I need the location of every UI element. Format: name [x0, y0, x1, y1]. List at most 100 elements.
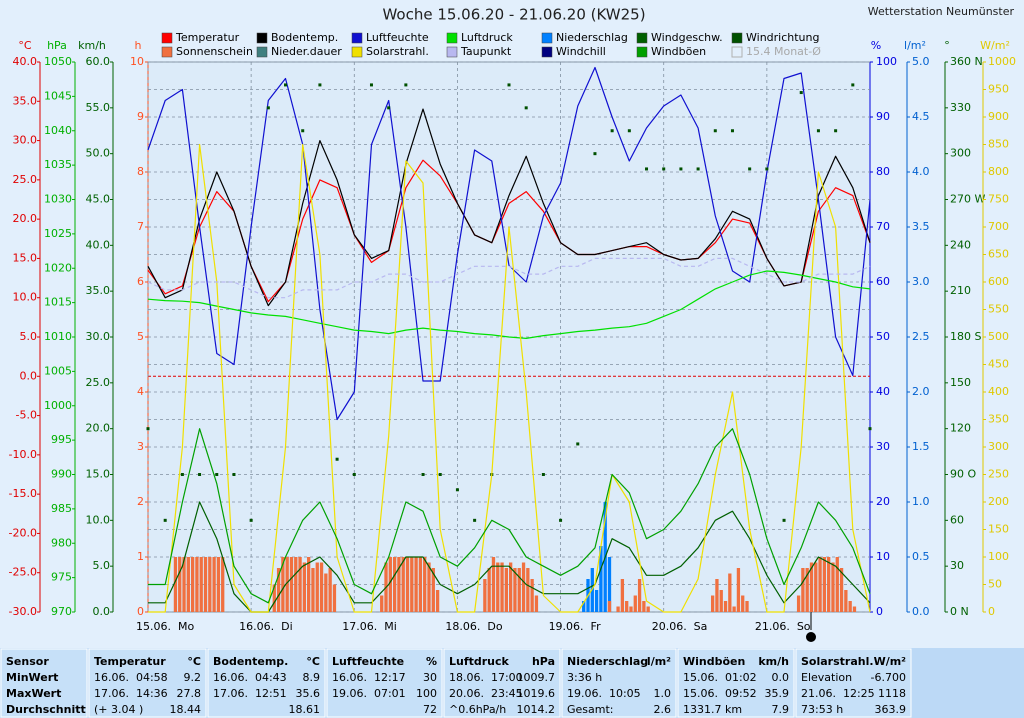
bar: [839, 568, 844, 612]
y-tick-label: 50: [988, 578, 1002, 591]
y-tick-label: 4.5: [912, 110, 930, 123]
bar: [814, 562, 818, 612]
bar: [199, 557, 203, 612]
dot: [215, 473, 219, 476]
bar: [715, 579, 719, 612]
table-label: 18.06. 17:00: [449, 671, 523, 684]
table-value: 363.9: [875, 703, 907, 716]
x-tick-label: 18.06. Do: [445, 620, 502, 633]
dot: [593, 152, 597, 156]
bar: [332, 584, 337, 612]
y-tick-label: 30: [876, 440, 890, 453]
chart-title: Woche 15.06.20 - 21.06.20 (KW25): [382, 6, 645, 24]
bar: [818, 557, 822, 612]
dot: [610, 129, 614, 133]
table-unit: %: [426, 655, 437, 668]
y-tick-label: 70: [876, 220, 890, 233]
y-tick-label: 45.0: [86, 193, 111, 206]
y-tick-label: 1030: [44, 193, 72, 206]
table-unit: °C: [187, 655, 201, 668]
bar: [745, 601, 749, 612]
table-label: ^0.6hPa/h: [449, 703, 506, 716]
bar: [741, 595, 745, 612]
bar: [620, 579, 625, 612]
legend-label: 15.4 Monat-Ø: [746, 45, 821, 58]
y-tick-label: 1000: [44, 399, 72, 412]
bar: [182, 557, 186, 612]
y-tick-label: 300: [988, 440, 1009, 453]
table-cell: [443, 648, 561, 718]
axis-unit: %: [871, 39, 881, 52]
y-tick-label: -15.0: [9, 487, 37, 500]
table-header: Solarstrahl.: [801, 655, 874, 668]
bar: [534, 595, 539, 612]
y-tick-label: 50: [876, 330, 890, 343]
y-tick-label: 0.0: [93, 605, 111, 618]
legend-label: Windböen: [651, 45, 706, 58]
bar: [281, 557, 285, 612]
table-label: 19.06. 10:05: [567, 687, 641, 700]
axis-unit: l/m²: [904, 39, 926, 52]
table-label: 16.06. 12:17: [332, 671, 406, 684]
y-tick-label: 990: [51, 468, 72, 481]
legend-label: Sonnenschein: [176, 45, 253, 58]
dot: [507, 83, 511, 87]
bar: [637, 579, 642, 612]
y-tick-label: -25.0: [9, 566, 37, 579]
table-value: 9.2: [184, 671, 202, 684]
bar: [405, 557, 410, 612]
dot: [713, 129, 717, 133]
table-header: Luftdruck: [449, 655, 510, 668]
bar: [276, 568, 281, 612]
table-value: 27.8: [177, 687, 202, 700]
y-tick-label: 1005: [44, 364, 72, 377]
line: [147, 257, 871, 299]
sun-icon: [806, 632, 816, 642]
table-value: 1019.6: [517, 687, 556, 700]
dot: [816, 129, 820, 133]
y-tick-label: 3.5: [912, 220, 930, 233]
y-tick-label: 80: [876, 165, 890, 178]
bar: [388, 557, 392, 612]
station-name: Wetterstation Neumünster: [868, 5, 1015, 18]
y-tick-label: 270 W: [950, 193, 985, 206]
y-tick-label: 20: [876, 495, 890, 508]
bar: [307, 557, 311, 612]
y-tick-label: 6: [137, 275, 144, 288]
y-tick-label: 20.0: [86, 422, 111, 435]
bar: [642, 601, 646, 612]
table-label: 3:36 h: [567, 671, 602, 684]
table-value: 35.9: [765, 687, 790, 700]
y-tick-label: 150: [988, 523, 1009, 536]
y-tick-label: 350: [988, 413, 1009, 426]
y-tick-label: 120: [950, 422, 971, 435]
bar: [414, 557, 418, 612]
y-tick-label: 2.0: [912, 385, 930, 398]
bar: [298, 557, 302, 612]
bar: [594, 590, 599, 612]
y-tick-label: 200: [988, 495, 1009, 508]
dot: [679, 167, 683, 171]
table-value: 18.61: [289, 703, 321, 716]
table-unit: hPa: [532, 655, 555, 668]
y-tick-label: 210: [950, 284, 971, 297]
dot: [645, 167, 649, 171]
y-tick-label: 1040: [44, 124, 72, 137]
y-tick-label: 40.0: [86, 238, 111, 251]
y-tick-label: 35.0: [86, 284, 111, 297]
bar: [221, 557, 225, 612]
bar: [186, 557, 190, 612]
legend-label: Nieder.dauer: [271, 45, 342, 58]
y-tick-label: 60.0: [86, 55, 111, 68]
bar: [517, 568, 521, 612]
y-tick-label: 800: [988, 165, 1009, 178]
bar: [319, 562, 324, 612]
bar: [427, 562, 431, 612]
legend-swatch: [256, 46, 268, 58]
legend-label: Temperatur: [175, 31, 240, 44]
bar: [285, 557, 289, 612]
y-tick-label: 550: [988, 303, 1009, 316]
bar: [809, 562, 814, 612]
table-cell: [795, 648, 912, 718]
